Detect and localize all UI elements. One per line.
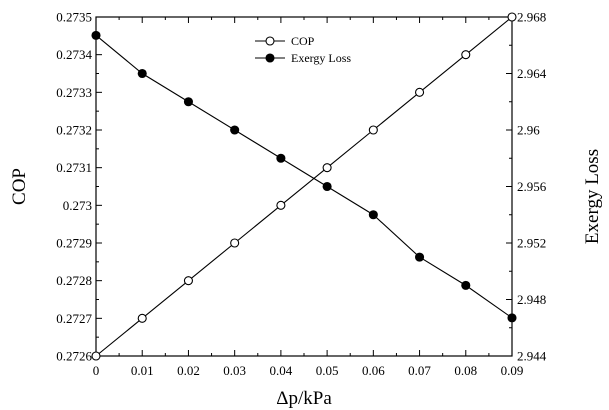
right-y-tick-label: 2.96 — [517, 123, 540, 138]
left-y-tick-label: 0.2734 — [56, 47, 92, 62]
cop-point — [415, 87, 425, 97]
right-y-tick-label: 2.944 — [517, 349, 547, 364]
x-tick-label: 0 — [93, 363, 100, 378]
legend-marker-filled — [265, 53, 275, 63]
cop-point — [461, 50, 471, 60]
x-tick-label: 0.05 — [316, 363, 339, 378]
x-tick-label: 0.09 — [501, 363, 524, 378]
left-y-tick-label: 0.2732 — [56, 123, 92, 138]
exergy-loss-point — [461, 280, 471, 290]
exergy-loss-point — [183, 97, 193, 107]
x-tick-label: 0.02 — [177, 363, 200, 378]
exergy-loss-point — [230, 125, 240, 135]
right-y-tick-label: 2.964 — [517, 66, 547, 81]
exergy-loss-point — [507, 313, 517, 323]
left-y-tick-label: 0.2728 — [56, 273, 92, 288]
cop-point — [507, 12, 517, 22]
left-y-tick-label: 0.2733 — [56, 85, 92, 100]
cop-point — [137, 313, 147, 323]
legend-label: COP — [291, 34, 315, 48]
right-y-axis-ticks: 2.944 2.948 2.952 2.956 2.96 2.964 2.968 — [506, 10, 547, 364]
exergy-loss-point — [137, 68, 147, 79]
left-y-tick-label: 0.2727 — [56, 311, 92, 326]
right-y-tick-label: 2.968 — [517, 10, 546, 25]
exergy-loss-point — [368, 210, 378, 220]
left-y-tick-label: 0.273 — [63, 198, 92, 213]
x-tick-label: 0.01 — [131, 363, 154, 378]
cop-point — [368, 125, 378, 135]
x-tick-label: 0.08 — [454, 363, 477, 378]
left-y-tick-label: 0.2735 — [56, 10, 92, 25]
right-y-axis-title: Exergy Loss — [582, 149, 603, 244]
legend: COP Exergy Loss — [255, 34, 351, 65]
left-y-tick-label: 0.2731 — [56, 160, 92, 175]
exergy-loss-point — [322, 181, 332, 192]
left-y-axis-ticks: 0.2726 0.2727 0.2728 0.2729 0.273 0.2731 0.273… — [56, 10, 102, 364]
cop-point — [91, 351, 101, 361]
right-y-tick-label: 2.948 — [517, 292, 546, 307]
x-tick-label: 0.07 — [408, 363, 431, 378]
x-tick-label: 0.06 — [362, 363, 385, 378]
x-tick-label: 0.04 — [270, 363, 293, 378]
series-lines — [95, 16, 513, 357]
x-axis-ticks: 0 0.01 0.02 0.03 0.04 0.05 0.06 0.07 0.08 0.09 — [93, 17, 524, 378]
cop-point — [230, 238, 240, 248]
series-points — [91, 12, 517, 361]
right-y-tick-label: 2.956 — [517, 179, 547, 194]
left-y-axis-title: COP — [9, 168, 30, 205]
right-y-tick-label: 2.952 — [517, 236, 546, 251]
left-y-tick-label: 0.2729 — [56, 236, 92, 251]
x-axis-title: Δp/kPa — [276, 388, 332, 409]
left-y-tick-label: 0.2726 — [56, 349, 92, 364]
cop-point — [183, 276, 193, 286]
legend-label: Exergy Loss — [291, 51, 351, 65]
exergy-loss-point — [415, 252, 425, 262]
legend-marker-open — [265, 36, 275, 46]
cop-line — [95, 16, 513, 357]
cop-point — [276, 200, 286, 210]
x-tick-label: 0.03 — [223, 363, 246, 378]
exergy-loss-line — [95, 34, 513, 319]
cop-point — [322, 163, 332, 173]
exergy-loss-point — [91, 30, 101, 40]
exergy-loss-point — [276, 153, 286, 163]
